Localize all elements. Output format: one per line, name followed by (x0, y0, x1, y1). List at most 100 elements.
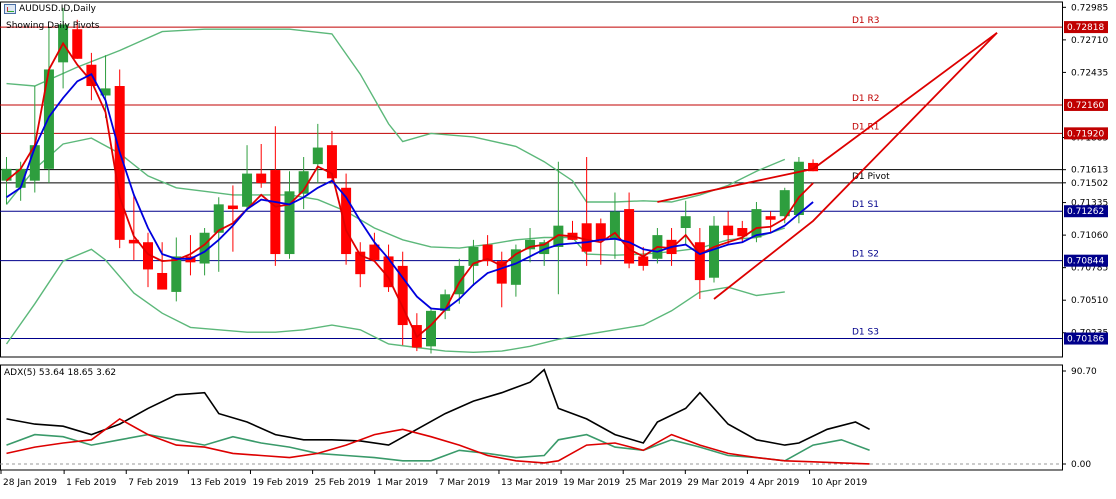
price-label-box (1064, 332, 1108, 345)
candle-body (326, 145, 337, 179)
chart-window-icon (4, 4, 16, 14)
adx-axis: 90.70 0.00 (1062, 367, 1097, 470)
price-label-value: 0.71613 (1071, 166, 1108, 176)
adx-tick-label: 0.00 (1071, 460, 1091, 470)
candles (1, 7, 819, 354)
date-tick-label: 13 Feb 2019 (190, 478, 246, 488)
candle-body (553, 225, 564, 247)
price-tick-label: 0.70785 (1071, 264, 1108, 274)
candle-body (256, 173, 267, 184)
date-tick-label: 7 Feb 2019 (128, 478, 179, 488)
date-tick-label: 13 Mar 2019 (501, 478, 558, 488)
moving-averages (5, 41, 814, 339)
candle-body (525, 239, 536, 250)
price-label-value: 0.71502 (1071, 179, 1108, 189)
candle-body (426, 310, 436, 347)
ma-fast-line (5, 41, 814, 339)
candle-body (143, 242, 153, 270)
candle-body (765, 216, 776, 220)
candle-body (468, 246, 479, 266)
price-label-box (1064, 98, 1108, 111)
trendlines (657, 32, 998, 300)
band-lower (5, 248, 785, 354)
candle-body (298, 171, 309, 194)
price-tick-label: 0.70510 (1071, 296, 1108, 306)
adx-minus-di-line (6, 417, 870, 465)
candle-body (694, 242, 705, 281)
price-label-value: 0.71920 (1067, 129, 1104, 139)
price-label-value: 0.71262 (1067, 207, 1104, 217)
adx-tick-label: 90.70 (1071, 367, 1097, 377)
candle-body (270, 170, 281, 255)
candle-body (284, 191, 295, 255)
price-label-box (1064, 254, 1108, 267)
candle-body (737, 228, 748, 237)
price-label-value: 0.70844 (1067, 257, 1104, 267)
adx-main-line (6, 368, 870, 446)
candle-body (680, 216, 691, 229)
adx-indicator-title: ADX(5) 53.64 18.65 3.62 (4, 368, 117, 378)
date-tick-label: 19 Feb 2019 (252, 478, 308, 488)
candle-body (595, 223, 606, 240)
candle-body (369, 244, 380, 260)
candle-body (624, 209, 635, 264)
price-tick-label: 0.72985 (1071, 3, 1108, 13)
date-tick-label: 4 Apr 2019 (749, 478, 799, 488)
candle-body (482, 244, 493, 262)
candle-body (539, 242, 550, 255)
chart-symbol-title: AUDUSD.ID,Daily (19, 4, 96, 14)
candle-body (43, 69, 54, 169)
price-label-value: 0.70186 (1067, 335, 1104, 345)
candle-body (213, 204, 224, 233)
date-tick-label: 7 Mar 2019 (439, 478, 491, 488)
date-tick-label: 29 Mar 2019 (687, 478, 744, 488)
band-upper (6, 28, 786, 203)
candle-body (751, 209, 762, 238)
candle-body (355, 251, 366, 275)
candle-body (29, 145, 40, 181)
candle-body (779, 190, 790, 217)
adx-plus-di-line (6, 433, 870, 462)
date-tick-label: 1 Feb 2019 (66, 478, 117, 488)
date-axis: 28 Jan 2019 1 Feb 2019 7 Feb 2019 13 Feb 20… (0, 470, 868, 488)
candle-body (723, 225, 734, 236)
price-label-box (1064, 21, 1108, 34)
candle-body (1, 168, 12, 181)
price-tick-label: 0.72435 (1071, 68, 1108, 78)
candle-body (454, 265, 465, 295)
pivot-level-name: D1 Pivot (852, 172, 890, 182)
candle-body (114, 86, 125, 240)
candle-body (227, 205, 238, 210)
candle-body (709, 225, 719, 278)
candle-body (440, 294, 451, 311)
trendline (713, 32, 998, 300)
main-chart-frame (0, 1, 1063, 358)
pivot-indicator-label: Showing Daily Pivots (6, 21, 100, 31)
price-label-box (1064, 127, 1108, 140)
candle-body (510, 249, 521, 285)
date-tick-label: 25 Feb 2019 (315, 478, 371, 488)
candle-body (157, 272, 168, 290)
pivot-level-name: D1 S3 (852, 328, 879, 338)
candle-body (397, 265, 408, 326)
date-tick-label: 10 Apr 2019 (812, 478, 868, 488)
candle-body (496, 261, 507, 284)
date-tick-label: 1 Mar 2019 (377, 478, 429, 488)
candle-body (609, 211, 620, 240)
pivot-levels: D1 R3 0.72818 D1 R2 0.72160 D1 R1 0.71920 0.71… (0, 16, 1108, 345)
price-label-box (1064, 205, 1108, 218)
candle-body (793, 161, 804, 215)
candle-body (581, 223, 592, 252)
price-label-value: 0.72818 (1067, 23, 1104, 33)
candle-body (72, 29, 83, 59)
adx-pane-frame (0, 364, 1063, 471)
pivot-level-name: D1 S1 (852, 200, 879, 210)
candle-body (171, 256, 182, 292)
candle-body (242, 173, 253, 207)
pivot-level-name: D1 R3 (852, 16, 880, 26)
candle-body (312, 147, 323, 165)
ma-slow-line (5, 73, 814, 311)
price-tick-label: 0.71060 (1071, 231, 1108, 241)
